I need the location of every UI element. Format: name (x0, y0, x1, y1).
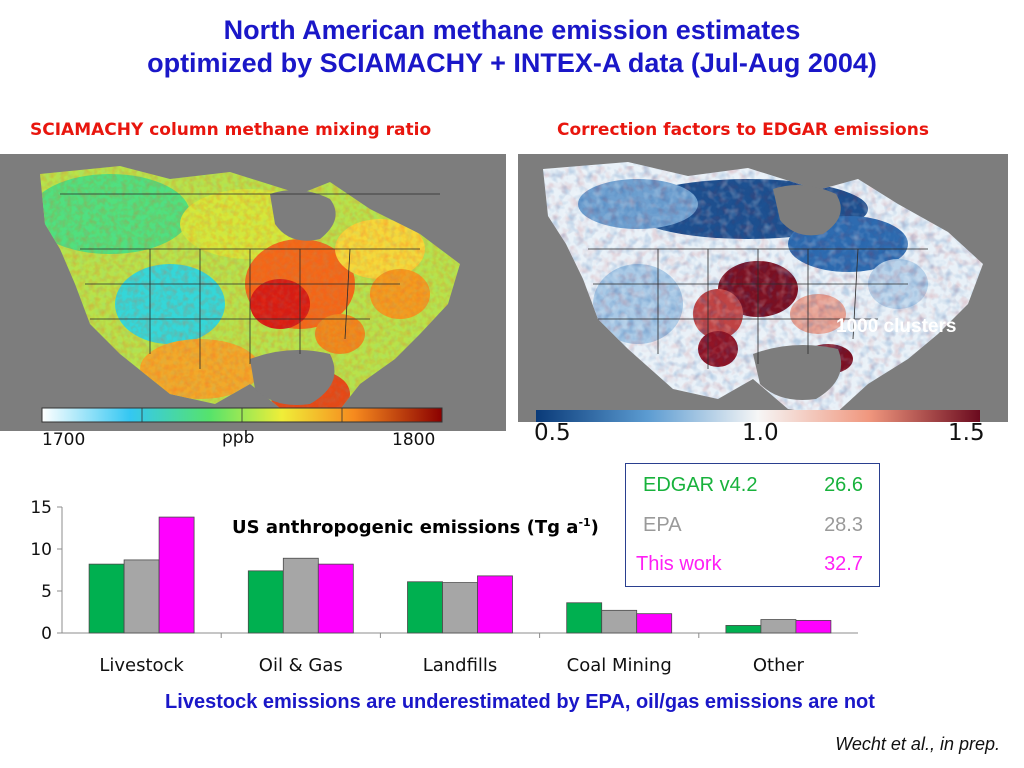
bar-oil-gas-2 (317, 563, 354, 634)
y-tick-label: 5 (41, 582, 52, 602)
chart-title-superscript: -1 (578, 516, 591, 529)
bar-oil-gas-1 (282, 557, 319, 634)
right-map-title: Correction factors to EDGAR emissions (557, 120, 929, 140)
slide-title-line1: North American methane emission estimate… (223, 15, 801, 45)
totals-value-epa: 28.3 (824, 514, 863, 536)
correction-factor-map (518, 154, 1008, 422)
emissions-bar-chart: 0 5 10 15 Livestock Oil & Gas Landfills Coal Mi… (0, 490, 880, 685)
emissions-bar-chart-svg: 0 5 10 15 Livestock Oil & Gas Landfills Coal Mi… (30, 498, 858, 676)
slide-title-line2: optimized by SCIAMACHY + INTEX-A data (J… (147, 48, 877, 78)
x-tick-label: Oil & Gas (259, 655, 343, 676)
left-scale-max: 1800 (392, 430, 436, 450)
citation-text: Wecht et al., in prep. (835, 734, 1000, 754)
y-tick-label: 15 (30, 498, 52, 518)
bar-livestock-1 (123, 559, 160, 634)
bar-landfills-2 (477, 575, 513, 634)
bar-coal-mining-1 (601, 609, 638, 634)
totals-name-edgar: EDGAR v4.2 (643, 474, 758, 496)
x-tick-label: Other (753, 655, 805, 676)
bar-other-2 (795, 619, 832, 634)
bar-other-0 (725, 625, 762, 634)
right-scale-mid: 1.0 (742, 420, 779, 446)
x-tick-label: Landfills (423, 655, 498, 676)
bar-other-1 (760, 619, 797, 634)
totals-name-this-work: This work (636, 553, 722, 575)
totals-value-edgar: 26.6 (824, 474, 863, 496)
y-tick-label: 0 (41, 624, 52, 644)
totals-value-this-work: 32.7 (824, 553, 863, 575)
bar-landfills-0 (407, 581, 443, 634)
sciamachy-map (0, 154, 506, 431)
sciamachy-map-image (0, 154, 506, 431)
correction-factor-map-image (518, 154, 1008, 422)
bar-oil-gas-0 (247, 570, 284, 634)
clusters-annotation: 1000 clusters (836, 316, 957, 337)
right-scale-max: 1.5 (948, 420, 985, 446)
bar-livestock-0 (88, 563, 125, 634)
conclusion-text: Livestock emissions are underestimated b… (165, 691, 875, 713)
bar-coal-mining-0 (566, 602, 603, 634)
correction-colorbar (536, 410, 980, 422)
chart-title-text: US anthropogenic emissions (Tg a (232, 517, 579, 538)
slide-title: North American methane emission estimate… (0, 14, 1024, 80)
left-scale-min: 1700 (42, 430, 86, 450)
right-scale-min: 0.5 (534, 420, 571, 446)
x-tick-label: Coal Mining (567, 655, 672, 676)
chart-title: US anthropogenic emissions (Tg a-1) (232, 516, 599, 538)
totals-name-epa: EPA (643, 514, 682, 536)
y-tick-label: 10 (30, 540, 52, 560)
emission-totals-box: EDGAR v4.2 26.6 EPA 28.3 This work 32.7 (625, 463, 880, 587)
bar-coal-mining-2 (636, 613, 673, 634)
bar-landfills-1 (442, 582, 478, 634)
left-scale-unit: ppb (222, 428, 255, 448)
left-map-title: SCIAMACHY column methane mixing ratio (30, 120, 432, 140)
chart-title-end: ) (590, 517, 599, 538)
bar-livestock-2 (158, 516, 195, 634)
x-tick-label: Livestock (99, 655, 184, 676)
